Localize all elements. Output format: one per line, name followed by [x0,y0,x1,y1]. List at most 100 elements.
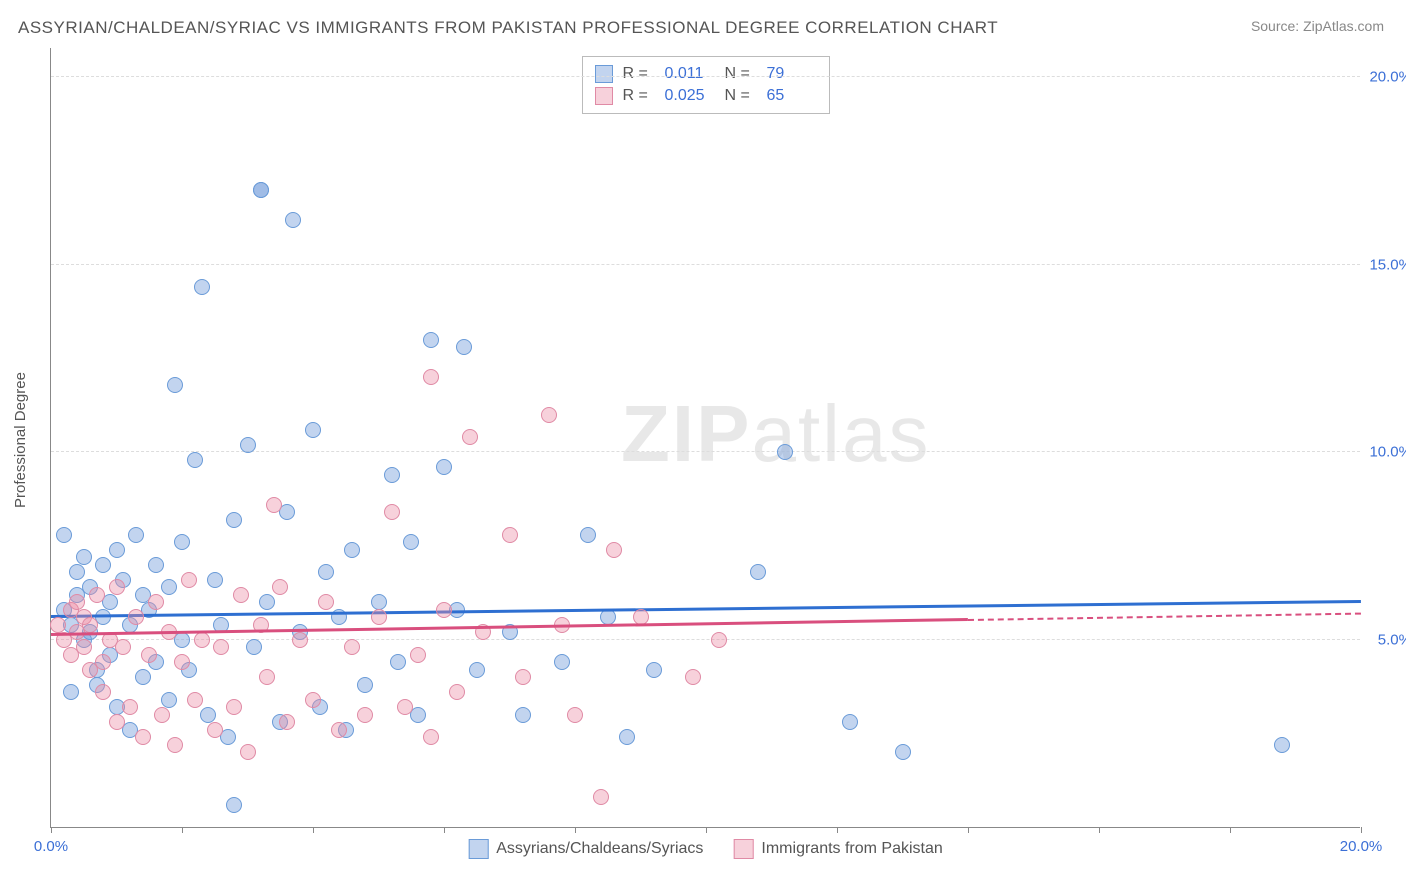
scatter-point [600,609,616,625]
watermark: ZIPatlas [621,388,930,480]
scatter-point [141,647,157,663]
scatter-point [685,669,701,685]
scatter-point [76,549,92,565]
stats-swatch-2 [595,87,613,105]
legend-swatch-1 [468,839,488,859]
n-value-1: 79 [767,65,817,83]
scatter-point [410,647,426,663]
watermark-zip: ZIP [621,389,751,478]
scatter-point [50,617,66,633]
legend-label-1: Assyrians/Chaldeans/Syriacs [496,840,703,858]
r-label: R = [623,87,655,105]
scatter-point [181,572,197,588]
scatter-point [331,722,347,738]
y-tick-label: 5.0% [1378,631,1406,648]
y-axis-label: Professional Degree [12,372,29,508]
scatter-point [82,617,98,633]
scatter-point [95,654,111,670]
scatter-point [76,639,92,655]
scatter-point [128,609,144,625]
n-label: N = [725,65,757,83]
stats-legend-box: R = 0.011 N = 79 R = 0.025 N = 65 [582,56,830,114]
scatter-point [515,669,531,685]
scatter-point [711,632,727,648]
scatter-point [187,692,203,708]
r-value-2: 0.025 [665,87,715,105]
y-tick-label: 10.0% [1369,444,1406,461]
scatter-point [259,594,275,610]
scatter-point [462,429,478,445]
scatter-point [567,707,583,723]
scatter-point [161,579,177,595]
scatter-point [646,662,662,678]
scatter-point [384,467,400,483]
scatter-point [226,512,242,528]
scatter-point [305,422,321,438]
chart-title: ASSYRIAN/CHALDEAN/SYRIAC VS IMMIGRANTS F… [18,18,998,38]
r-label: R = [623,65,655,83]
grid-line [51,639,1360,640]
trend-line-dashed [968,612,1361,620]
plot-area: ZIPatlas R = 0.011 N = 79 R = 0.025 N = … [50,48,1360,828]
scatter-point [292,632,308,648]
scatter-point [606,542,622,558]
scatter-point [95,684,111,700]
scatter-point [167,737,183,753]
scatter-point [259,669,275,685]
scatter-point [436,602,452,618]
x-tick [444,827,445,833]
x-tick [51,827,52,833]
scatter-point [619,729,635,745]
scatter-point [128,527,144,543]
x-tick [837,827,838,833]
scatter-point [357,707,373,723]
scatter-point [174,534,190,550]
scatter-point [148,557,164,573]
scatter-point [449,684,465,700]
bottom-legend: Assyrians/Chaldeans/Syriacs Immigrants f… [468,839,943,859]
scatter-point [895,744,911,760]
scatter-point [842,714,858,730]
scatter-point [272,579,288,595]
x-tick-label: 20.0% [1340,838,1383,855]
scatter-point [318,594,334,610]
scatter-point [240,744,256,760]
scatter-point [213,639,229,655]
scatter-point [750,564,766,580]
scatter-point [115,639,131,655]
scatter-point [423,729,439,745]
scatter-point [226,797,242,813]
scatter-point [207,722,223,738]
x-tick [313,827,314,833]
scatter-point [344,639,360,655]
x-tick [1361,827,1362,833]
scatter-point [240,437,256,453]
scatter-point [469,662,485,678]
scatter-point [357,677,373,693]
scatter-point [69,594,85,610]
scatter-point [515,707,531,723]
legend-item-2: Immigrants from Pakistan [733,839,942,859]
scatter-point [187,452,203,468]
scatter-point [174,654,190,670]
scatter-point [89,587,105,603]
scatter-point [194,632,210,648]
scatter-point [371,609,387,625]
scatter-point [423,369,439,385]
grid-line [51,264,1360,265]
scatter-point [161,692,177,708]
scatter-point [69,564,85,580]
legend-swatch-2 [733,839,753,859]
r-value-1: 0.011 [665,65,715,83]
source-attribution: Source: ZipAtlas.com [1251,18,1384,34]
scatter-point [344,542,360,558]
scatter-point [403,534,419,550]
x-tick [1099,827,1100,833]
scatter-point [109,714,125,730]
watermark-atlas: atlas [751,389,930,478]
scatter-point [95,557,111,573]
scatter-point [777,444,793,460]
scatter-point [56,527,72,543]
scatter-point [502,527,518,543]
scatter-point [593,789,609,805]
